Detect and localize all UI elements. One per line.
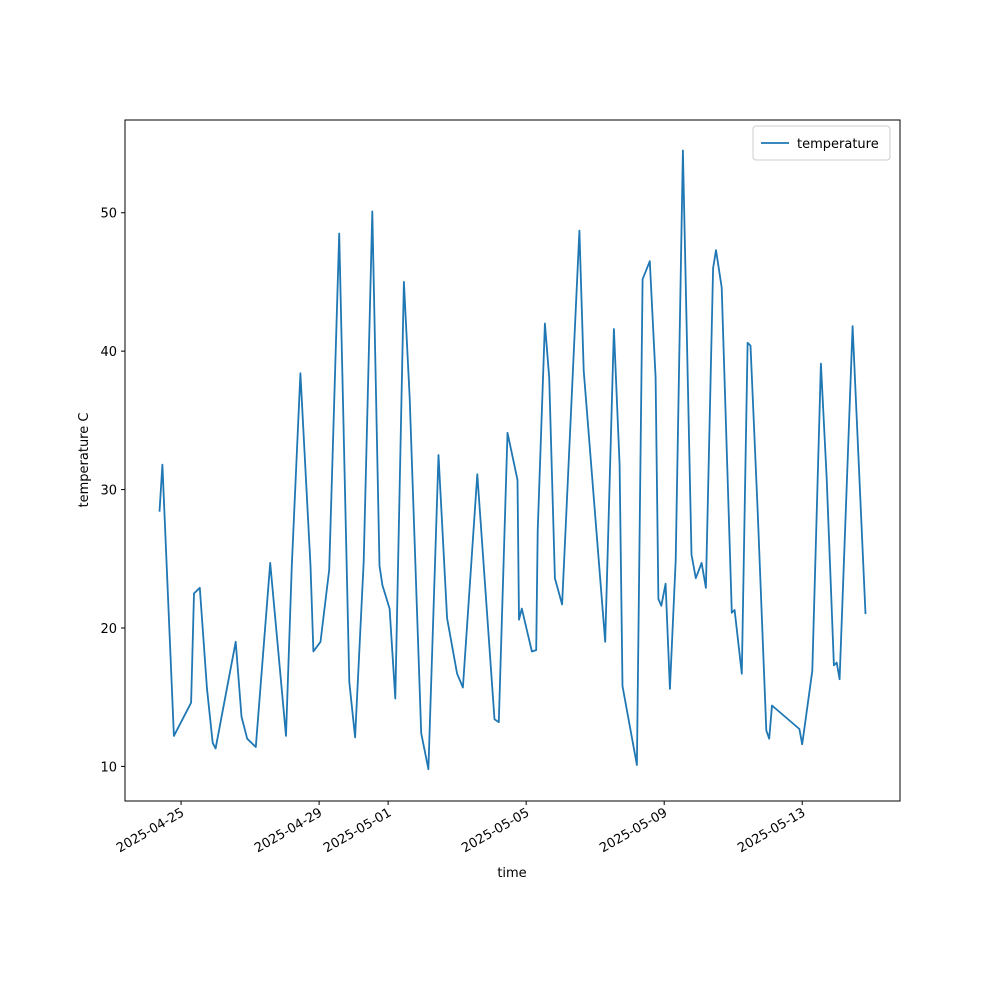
y-axis-label: temperature C — [77, 413, 92, 508]
legend: temperature — [752, 125, 891, 161]
x-tick-label: 2025-05-01 — [321, 805, 394, 856]
x-tick-label: 2025-05-05 — [459, 805, 532, 856]
data-line — [158, 149, 867, 771]
x-axis-label: time — [497, 866, 526, 881]
legend-box — [752, 125, 891, 161]
legend-label: temperature — [797, 137, 879, 152]
y-tick-label: 30 — [100, 484, 117, 499]
y-tick-label: 20 — [100, 622, 117, 637]
x-tick-label: 2025-05-13 — [735, 805, 808, 856]
y-tick-label: 10 — [100, 760, 117, 775]
y-tick-label: 50 — [100, 207, 117, 222]
x-tick-label: 2025-04-29 — [252, 805, 325, 856]
plot-frame — [124, 119, 901, 802]
y-tick-label: 40 — [100, 345, 117, 360]
x-tick-label: 2025-04-25 — [114, 805, 187, 856]
x-tick-label: 2025-05-09 — [597, 805, 670, 856]
